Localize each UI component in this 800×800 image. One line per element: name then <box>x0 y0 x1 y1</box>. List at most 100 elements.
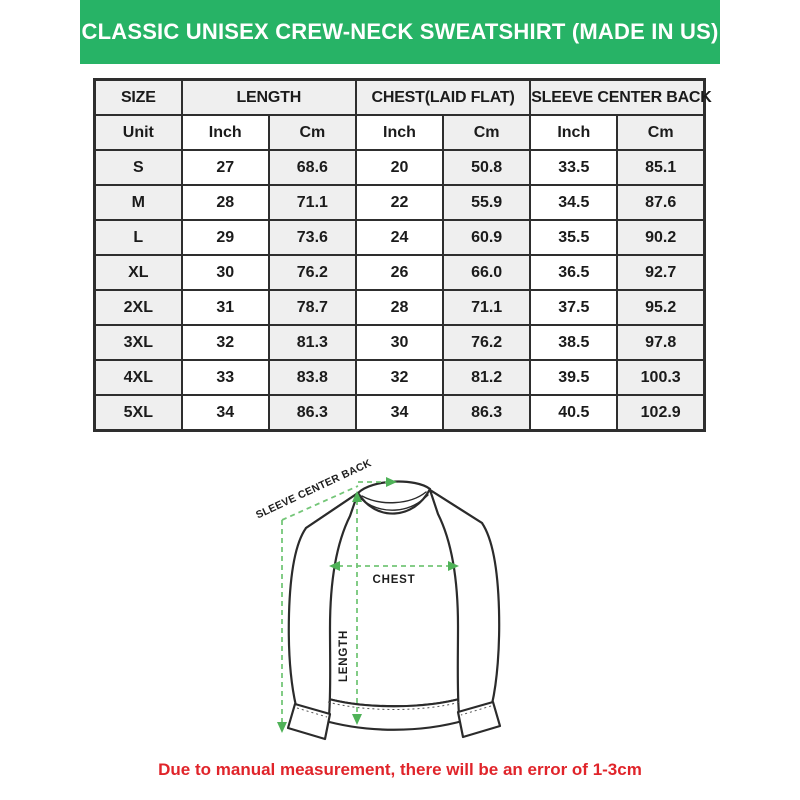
measurement-cell: 100.3 <box>616 359 706 396</box>
table-row: XL 30 76.2 26 66.0 36.5 92.7 <box>93 254 706 291</box>
chest-arrowhead-left-icon <box>329 561 340 571</box>
measurement-cell: 34 <box>354 394 445 432</box>
measurement-cell: 32 <box>354 359 445 396</box>
measurement-cell: 32 <box>180 324 270 361</box>
measurement-cell: 97.8 <box>616 324 706 361</box>
length-arrowhead-up-icon <box>352 491 362 502</box>
table-row: 3XL 32 81.3 30 76.2 38.5 97.8 <box>93 324 706 361</box>
size-label-cell: 2XL <box>93 289 183 326</box>
size-label-cell: L <box>93 219 183 256</box>
measurement-cell: 34.5 <box>529 184 619 221</box>
unit-cell: Cm <box>442 114 532 151</box>
measurement-error-note: Due to manual measurement, there will be… <box>158 760 642 779</box>
size-label-cell: 5XL <box>93 394 183 432</box>
collar-rib-line-1 <box>361 491 427 504</box>
size-table-body: S 27 68.6 20 50.8 33.5 85.1 M 28 71.1 22 55.9 34.5 87… <box>93 149 706 432</box>
table-header-row: SIZE LENGTH CHEST(LAID FLAT) SLEEVE CENT… <box>93 78 712 116</box>
measurement-cell: 30 <box>354 324 445 361</box>
measurement-cell: 87.6 <box>616 184 706 221</box>
measurement-cell: 37.5 <box>529 289 619 326</box>
length-arrowhead-down-icon <box>352 714 362 725</box>
chest-arrowhead-right-icon <box>448 561 459 571</box>
table-row: 4XL 33 83.8 32 81.2 39.5 100.3 <box>93 359 706 396</box>
measurement-cell: 33.5 <box>529 149 619 186</box>
page-title: CLASSIC UNISEX CREW-NECK SWEATSHIRT (MAD… <box>81 19 719 44</box>
measurement-cell: 33 <box>180 359 270 396</box>
measurement-cell: 22 <box>354 184 445 221</box>
measurement-cell: 28 <box>354 289 445 326</box>
table-row: S 27 68.6 20 50.8 33.5 85.1 <box>93 149 706 186</box>
measurement-cell: 71.1 <box>267 184 357 221</box>
table-row: L 29 73.6 24 60.9 35.5 90.2 <box>93 219 706 256</box>
sleeve-measure-diagonal-dash <box>281 485 359 521</box>
measurement-cell: 60.9 <box>442 219 532 256</box>
measurement-cell: 34 <box>180 394 270 432</box>
measurement-cell: 39.5 <box>529 359 619 396</box>
length-label: LENGTH <box>338 630 350 682</box>
measurement-cell: 86.3 <box>442 394 532 432</box>
measurement-cell: 85.1 <box>616 149 706 186</box>
measurement-cell: 78.7 <box>267 289 357 326</box>
chest-label: CHEST <box>373 574 416 586</box>
measurement-cell: 81.2 <box>442 359 532 396</box>
measurement-cell: 73.6 <box>267 219 357 256</box>
measurement-cell: 81.3 <box>267 324 357 361</box>
column-header-chest: CHEST(LAID FLAT) <box>354 78 532 116</box>
table-row: M 28 71.1 22 55.9 34.5 87.6 <box>93 184 706 221</box>
size-label-cell: M <box>93 184 183 221</box>
measurement-cell: 31 <box>180 289 270 326</box>
unit-cell: Unit <box>93 114 183 151</box>
sweatshirt-right-cuff <box>456 700 502 739</box>
size-label-cell: XL <box>93 254 183 291</box>
waistband-stitch-line <box>327 701 461 710</box>
unit-row: Unit Inch Cm Inch Cm Inch Cm <box>93 114 706 151</box>
sleeve-arrowhead-right-icon <box>386 477 397 487</box>
sleeve-arrowhead-down-icon <box>277 722 287 733</box>
unit-cell: Cm <box>616 114 706 151</box>
measurement-cell: 83.8 <box>267 359 357 396</box>
measurement-cell: 76.2 <box>267 254 357 291</box>
size-chart-table: SIZE LENGTH CHEST(LAID FLAT) SLEEVE CENT… <box>93 78 712 432</box>
table-row: 5XL 34 86.3 34 86.3 40.5 102.9 <box>93 394 706 432</box>
measurement-cell: 68.6 <box>267 149 357 186</box>
measurement-cell: 36.5 <box>529 254 619 291</box>
measurement-cell: 28 <box>180 184 270 221</box>
measurement-cell: 35.5 <box>529 219 619 256</box>
measurement-cell: 40.5 <box>529 394 619 432</box>
size-label-cell: 3XL <box>93 324 183 361</box>
sweatshirt-left-cuff <box>286 702 332 741</box>
measurement-cell: 76.2 <box>442 324 532 361</box>
measurement-cell: 66.0 <box>442 254 532 291</box>
table-row: 2XL 31 78.7 28 71.1 37.5 95.2 <box>93 289 706 326</box>
sweatshirt-diagram-svg: SLEEVE CENTER BACK CHEST LENGTH <box>254 457 502 741</box>
unit-cell: Cm <box>267 114 357 151</box>
measurement-cell: 86.3 <box>267 394 357 432</box>
measurement-cell: 30 <box>180 254 270 291</box>
measurement-cell: 38.5 <box>529 324 619 361</box>
unit-cell: Inch <box>354 114 445 151</box>
title-bar: CLASSIC UNISEX CREW-NECK SWEATSHIRT (MAD… <box>80 0 720 64</box>
measurement-cell: 24 <box>354 219 445 256</box>
measurement-cell: 90.2 <box>616 219 706 256</box>
size-label-cell: S <box>93 149 183 186</box>
measurement-cell: 55.9 <box>442 184 532 221</box>
measurement-cell: 27 <box>180 149 270 186</box>
column-header-size: SIZE <box>93 78 183 116</box>
size-label-cell: 4XL <box>93 359 183 396</box>
left-cuff-stitch-line <box>296 707 328 718</box>
measurement-cell: 92.7 <box>616 254 706 291</box>
measurement-cell: 95.2 <box>616 289 706 326</box>
unit-cell: Inch <box>529 114 619 151</box>
column-header-length: LENGTH <box>180 78 357 116</box>
column-header-sleeve: SLEEVE CENTER BACK <box>529 78 712 116</box>
measurement-cell: 50.8 <box>442 149 532 186</box>
measurement-cell: 20 <box>354 149 445 186</box>
sweatshirt-measurement-diagram: SLEEVE CENTER BACK CHEST LENGTH <box>240 456 560 758</box>
right-cuff-stitch-line <box>460 705 492 716</box>
measurement-cell: 26 <box>354 254 445 291</box>
collar-rib-line-2 <box>360 494 429 511</box>
unit-cell: Inch <box>180 114 270 151</box>
measurement-cell: 29 <box>180 219 270 256</box>
measurement-cell: 71.1 <box>442 289 532 326</box>
measurement-cell: 102.9 <box>616 394 706 432</box>
